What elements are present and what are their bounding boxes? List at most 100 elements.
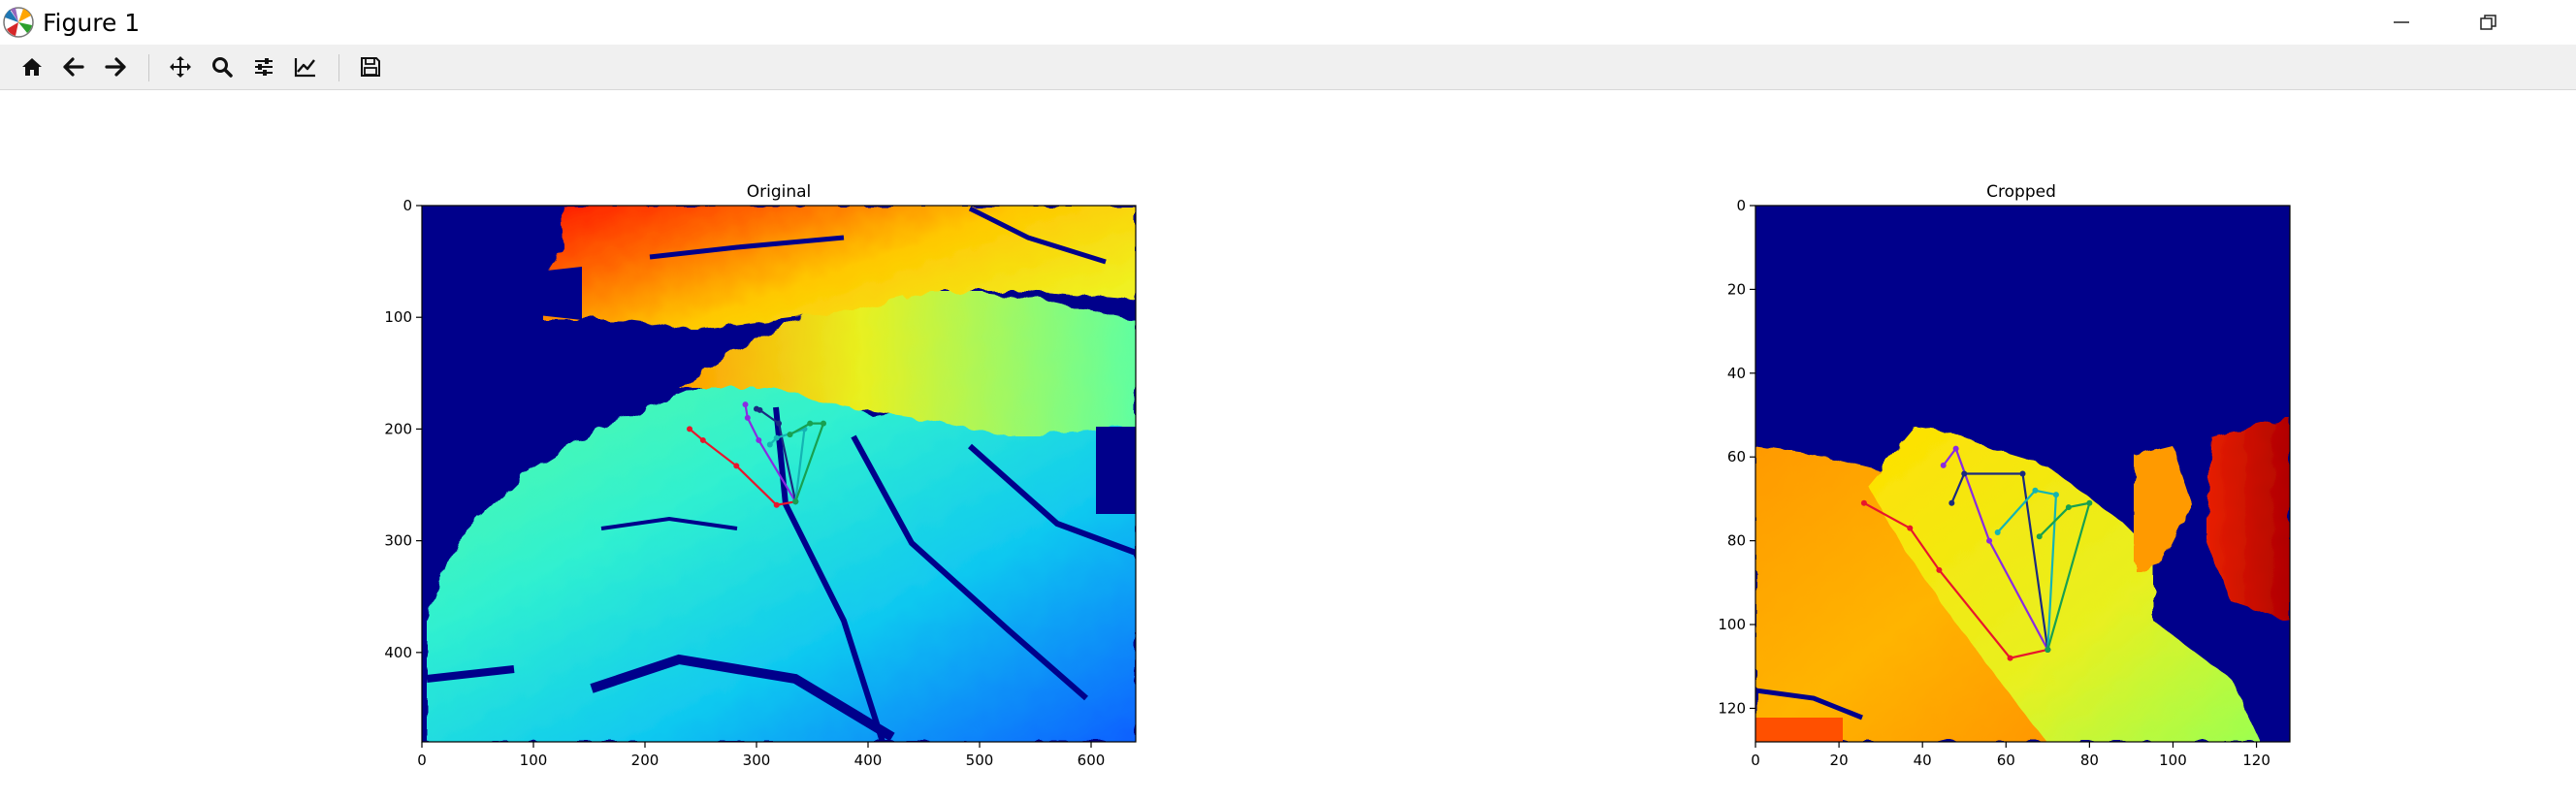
back-button[interactable]: [57, 50, 90, 83]
cropped-finger-index: [1942, 446, 2049, 651]
original-hand-skeleton: [687, 401, 826, 508]
original-y-ticks: 0 100 200 300 400: [384, 197, 422, 661]
cropped-axes: Cropped 0 20 40 60 80 100 120 0 20 40 60 80 100 120: [1718, 182, 2291, 769]
original-keypoint: [787, 432, 793, 438]
move-icon: [170, 56, 191, 78]
cropped-keypoint: [2086, 499, 2093, 506]
cropped-y-tick-label: 20: [1727, 280, 1746, 298]
cropped-x-tick-label: 0: [1751, 752, 1760, 769]
minimize-button[interactable]: [2358, 0, 2445, 45]
home-icon: [22, 58, 42, 76]
restore-button[interactable]: [2445, 0, 2532, 45]
original-x-ticks: 0 100 200 300 400 500 600: [417, 742, 1105, 769]
cropped-depth-image: [1755, 205, 2291, 743]
cropped-keypoint: [2065, 504, 2072, 511]
original-x-tick-label: 0: [417, 752, 427, 769]
cropped-x-tick-label: 100: [2159, 752, 2187, 769]
cropped-keypoint: [1961, 470, 1968, 477]
sliders-icon: [255, 58, 273, 76]
cropped-keypoint: [2032, 487, 2039, 494]
cropped-keypoint: [2036, 533, 2043, 540]
original-axes: Original: [384, 182, 1137, 769]
original-keypoint: [744, 414, 751, 421]
window-titlebar: Figure 1: [0, 0, 2576, 45]
original-y-tick-label: 400: [384, 644, 412, 661]
cropped-keypoint: [2019, 470, 2026, 477]
original-keypoint: [821, 420, 826, 427]
cropped-keypoint: [2045, 646, 2051, 653]
cropped-x-tick-label: 40: [1914, 752, 1932, 769]
original-keypoint: [699, 436, 706, 443]
cropped-keypoint: [1994, 529, 2001, 535]
toolbar-separator: [148, 54, 149, 81]
original-keypoint: [742, 401, 749, 408]
pan-button[interactable]: [164, 50, 197, 83]
original-x-tick-label: 200: [631, 752, 660, 769]
original-keypoint: [773, 434, 780, 441]
cropped-keypoint: [1940, 462, 1947, 468]
original-keypoint: [773, 501, 780, 508]
cropped-keypoint: [1986, 537, 1993, 544]
original-y-tick-label: 0: [402, 197, 412, 214]
floppy-disk-icon: [361, 57, 380, 77]
matplotlib-logo-icon: [3, 7, 34, 38]
original-x-tick-label: 100: [520, 752, 548, 769]
cropped-y-tick-label: 0: [1736, 197, 1746, 214]
home-button[interactable]: [16, 50, 48, 83]
original-y-tick-label: 100: [384, 308, 412, 326]
original-keypoint: [754, 405, 759, 412]
figure-canvas[interactable]: Original: [0, 89, 2576, 797]
original-y-tick-label: 300: [384, 532, 412, 550]
cropped-keypoint: [1952, 445, 1959, 452]
cropped-x-tick-label: 120: [2242, 752, 2270, 769]
cropped-axes-title: Cropped: [1986, 182, 2056, 202]
original-x-tick-label: 300: [743, 752, 771, 769]
cropped-finger-ring: [1996, 489, 2058, 651]
original-finger-pinky: [789, 422, 825, 502]
original-keypoint: [766, 441, 773, 448]
original-axes-title: Original: [747, 182, 812, 202]
original-x-tick-label: 500: [966, 752, 994, 769]
original-x-tick-label: 400: [854, 752, 883, 769]
cropped-keypoint: [1948, 499, 1955, 506]
original-x-tick-label: 600: [1078, 752, 1106, 769]
cropped-x-ticks: 0 20 40 60 80 100 120: [1751, 742, 2270, 769]
arrow-left-icon: [63, 57, 84, 77]
magnifier-icon: [212, 57, 233, 78]
cropped-keypoint: [2007, 655, 2013, 661]
navigation-toolbar: [0, 45, 2576, 90]
cropped-y-ticks: 0 20 40 60 80 100 120: [1718, 197, 1755, 717]
original-keypoint: [792, 498, 799, 505]
cropped-y-tick-label: 40: [1727, 365, 1746, 382]
cropped-y-tick-label: 120: [1718, 699, 1746, 717]
minimize-icon: [2394, 21, 2409, 23]
original-finger-index: [744, 403, 797, 502]
save-button[interactable]: [354, 50, 387, 83]
zoom-button[interactable]: [206, 50, 239, 83]
configure-subplots-button[interactable]: [247, 50, 280, 83]
cropped-keypoint: [1860, 499, 1867, 506]
cropped-x-tick-label: 20: [1830, 752, 1849, 769]
edit-axis-button[interactable]: [289, 50, 322, 83]
cropped-finger-pinky: [2038, 501, 2091, 651]
cropped-y-tick-label: 60: [1727, 448, 1746, 465]
cropped-y-tick-label: 100: [1718, 616, 1746, 633]
original-keypoint: [776, 420, 782, 427]
cropped-keypoint: [2052, 492, 2059, 498]
original-keypoint: [807, 420, 814, 427]
restore-icon: [2480, 15, 2496, 30]
arrow-right-icon: [105, 57, 126, 77]
window-title: Figure 1: [43, 8, 141, 37]
cropped-keypoint: [1936, 566, 1943, 573]
cropped-hand-skeleton: [1860, 445, 2093, 661]
cropped-x-tick-label: 60: [1997, 752, 2015, 769]
cropped-finger-middle: [1950, 472, 2049, 651]
toolbar-separator: [338, 54, 339, 81]
forward-button[interactable]: [99, 50, 132, 83]
original-y-tick-label: 200: [384, 420, 412, 437]
original-keypoint: [687, 426, 692, 433]
figure-svg: Original: [384, 182, 2291, 769]
original-keypoint: [756, 436, 762, 443]
cropped-keypoint: [1907, 525, 1914, 531]
original-keypoint: [733, 463, 740, 469]
